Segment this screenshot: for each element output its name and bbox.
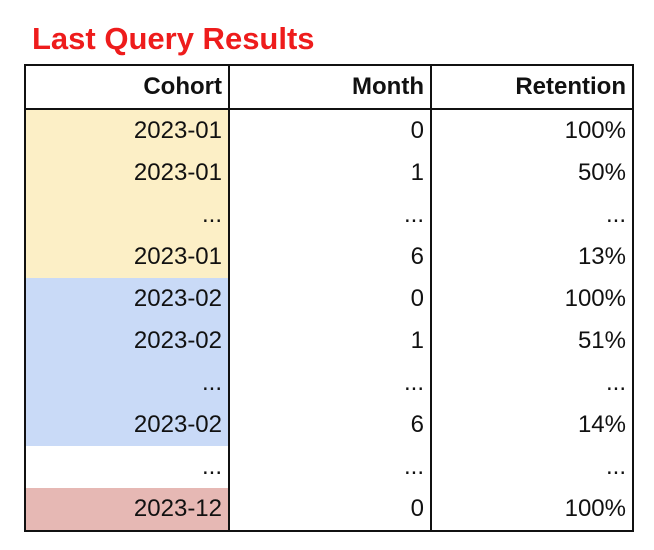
table-row: ......... bbox=[24, 362, 634, 404]
month-cell: 6 bbox=[228, 236, 432, 278]
month-cell: ... bbox=[228, 446, 432, 488]
cohort-cell: 2023-01 bbox=[24, 109, 230, 152]
table-row: 2023-02 6 14% bbox=[24, 404, 634, 446]
retention-cell: 13% bbox=[430, 236, 634, 278]
month-cell: 0 bbox=[228, 488, 432, 532]
cohort-cell: 2023-01 bbox=[24, 152, 230, 194]
table-row: ......... bbox=[24, 446, 634, 488]
cohort-cell: ... bbox=[24, 194, 230, 236]
month-cell: 1 bbox=[228, 320, 432, 362]
table-row: 2023-01 6 13% bbox=[24, 236, 634, 278]
table-row: ......... bbox=[24, 194, 634, 236]
retention-cell: ... bbox=[430, 194, 634, 236]
table-row: 2023-01 1 50% bbox=[24, 152, 634, 194]
retention-cell: 100% bbox=[430, 488, 634, 532]
month-cell: ... bbox=[228, 194, 432, 236]
cohort-cell: ... bbox=[24, 446, 230, 488]
column-header-retention: Retention bbox=[430, 64, 634, 110]
column-header-month: Month bbox=[228, 64, 432, 110]
retention-cell: 50% bbox=[430, 152, 634, 194]
retention-cell: 14% bbox=[430, 404, 634, 446]
cohort-cell: 2023-02 bbox=[24, 278, 230, 320]
results-table: Cohort Month Retention 2023-01 0 100% 2023-… bbox=[24, 64, 634, 532]
retention-cell: 100% bbox=[430, 278, 634, 320]
table-row: 2023-02 1 51% bbox=[24, 320, 634, 362]
retention-cell: ... bbox=[430, 446, 634, 488]
retention-cell: 51% bbox=[430, 320, 634, 362]
retention-cell: ... bbox=[430, 362, 634, 404]
cohort-cell: 2023-12 bbox=[24, 488, 230, 532]
table-row: 2023-12 0 100% bbox=[24, 488, 634, 532]
month-cell: ... bbox=[228, 362, 432, 404]
cohort-cell: 2023-02 bbox=[24, 320, 230, 362]
cohort-cell: 2023-01 bbox=[24, 236, 230, 278]
retention-cell: 100% bbox=[430, 109, 634, 152]
month-cell: 6 bbox=[228, 404, 432, 446]
month-cell: 1 bbox=[228, 152, 432, 194]
table-body: 2023-01 0 100% 2023-01 1 50%......... 2023-01 6… bbox=[24, 109, 634, 532]
table-row: 2023-02 0 100% bbox=[24, 278, 634, 320]
page-title: Last Query Results bbox=[32, 21, 315, 56]
month-cell: 0 bbox=[228, 109, 432, 152]
cohort-cell: ... bbox=[24, 362, 230, 404]
month-cell: 0 bbox=[228, 278, 432, 320]
column-header-cohort: Cohort bbox=[24, 64, 230, 110]
table-header-row: Cohort Month Retention bbox=[24, 64, 634, 110]
table-row: 2023-01 0 100% bbox=[24, 109, 634, 152]
cohort-cell: 2023-02 bbox=[24, 404, 230, 446]
